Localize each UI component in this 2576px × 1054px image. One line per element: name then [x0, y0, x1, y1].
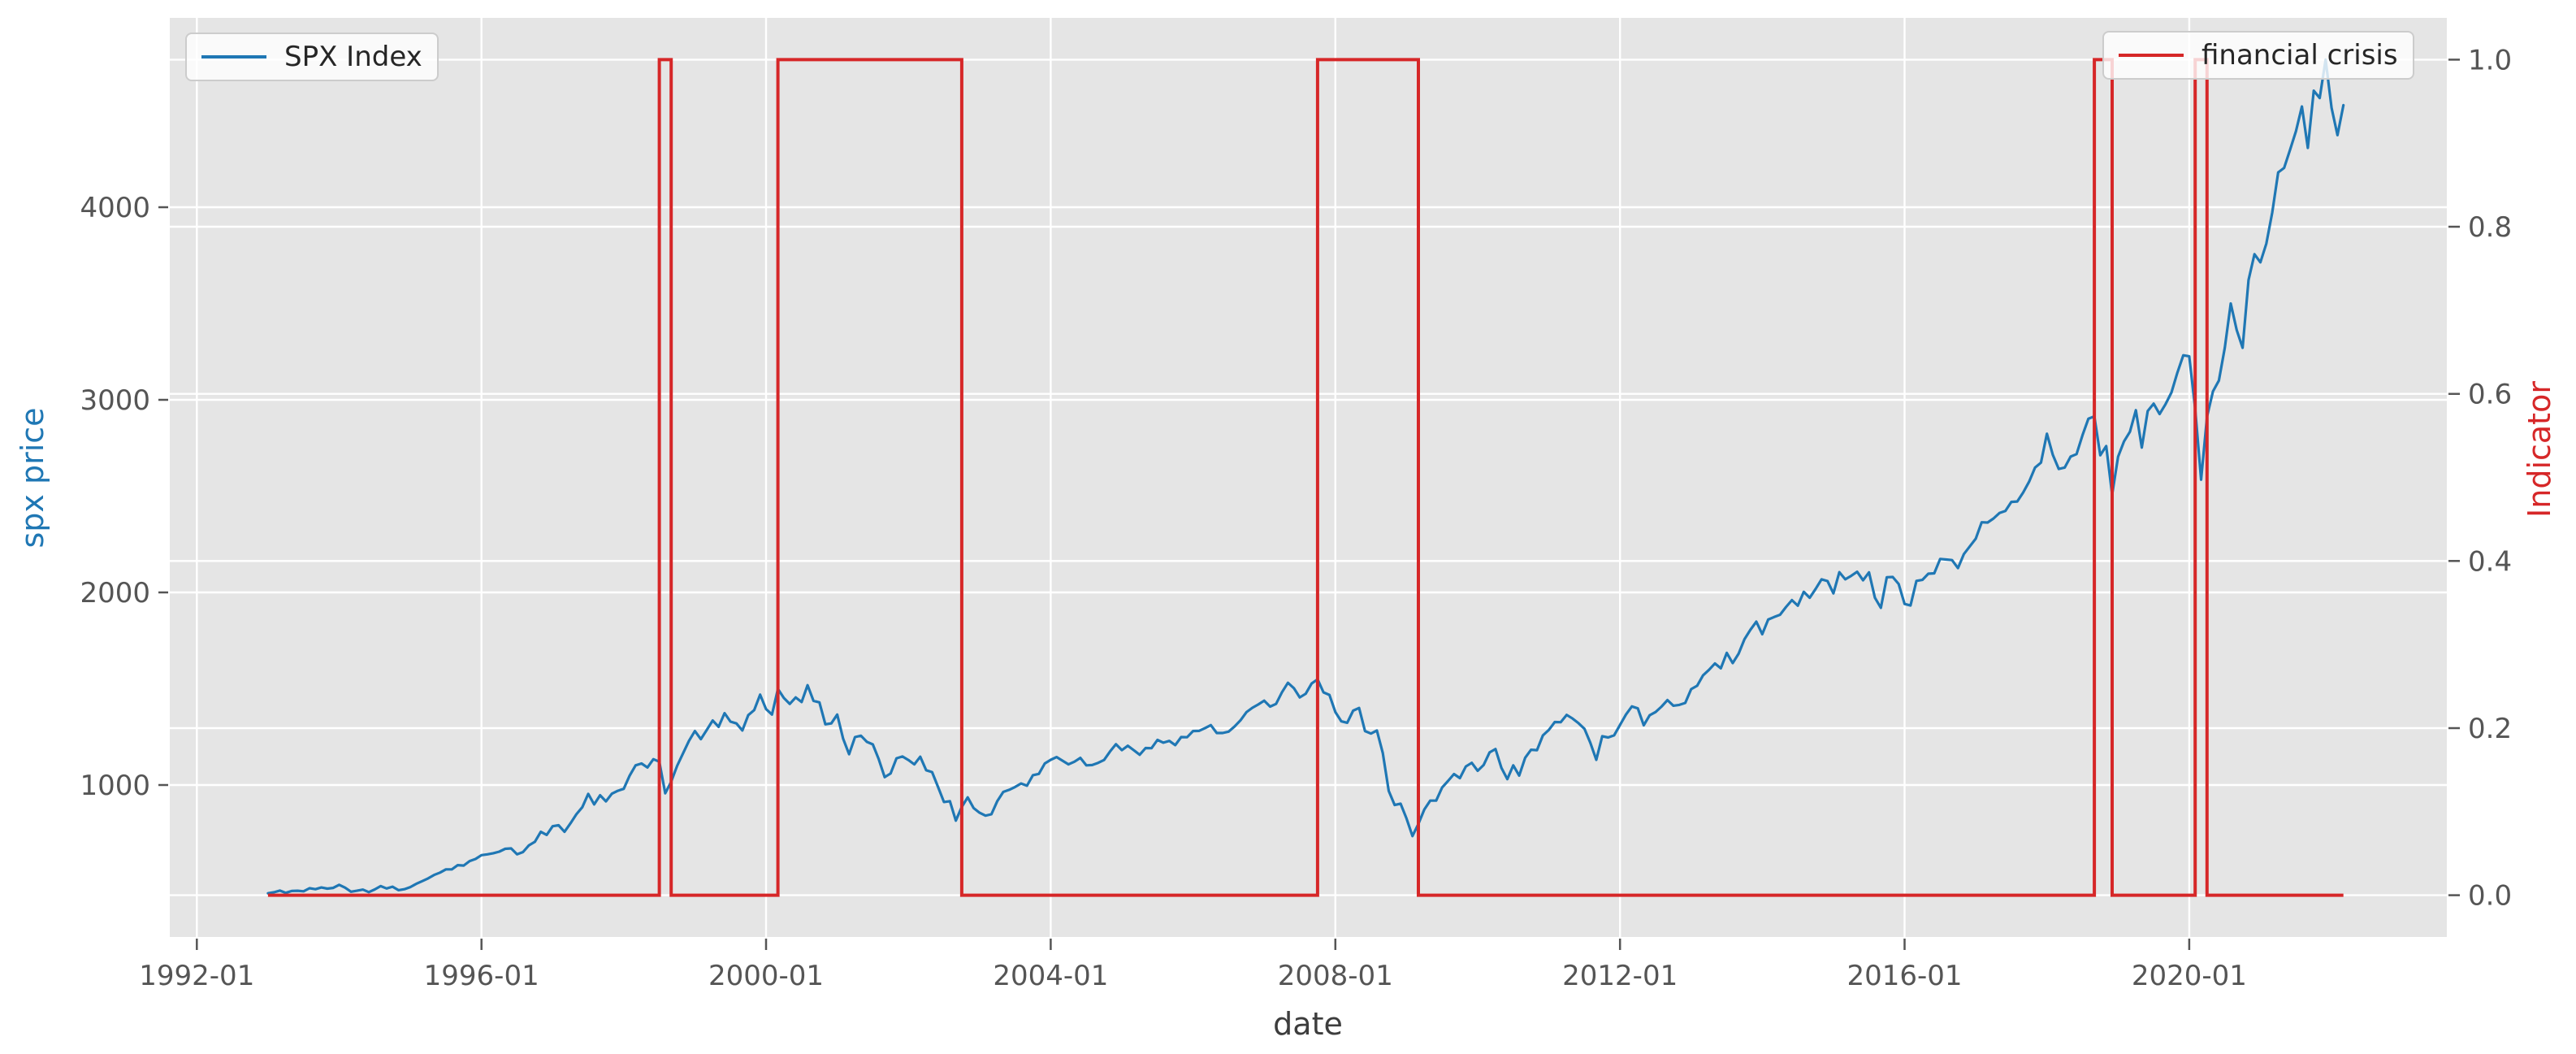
y-tick-label-right: 0.2 — [2468, 713, 2512, 745]
y-tick-label-right: 0.8 — [2468, 211, 2512, 244]
x-tick-label: 2020-01 — [2132, 960, 2247, 992]
y-axis-label-left: spx price — [15, 407, 50, 549]
x-tick-label: 1992-01 — [139, 960, 254, 992]
legend-crisis: financial crisis — [2102, 31, 2414, 80]
spx-line-swatch — [201, 55, 266, 59]
crisis-line-swatch — [2119, 54, 2184, 57]
y-tick-label-left: 3000 — [80, 384, 150, 417]
plot-background — [170, 18, 2447, 937]
y-tick-label-right: 0.0 — [2468, 880, 2512, 913]
legend-spx-label: SPX Index — [284, 41, 422, 73]
y-axis-label-right: Indicator — [2522, 381, 2557, 518]
legend-crisis-label: financial crisis — [2202, 39, 2398, 72]
financial-crisis-indicator-line — [267, 58, 2344, 897]
x-tick-label: 2016-01 — [1846, 960, 1962, 992]
y-tick-label-left: 4000 — [80, 192, 150, 224]
y-tick-label-left: 2000 — [80, 577, 150, 609]
y-tick-label-right: 0.6 — [2468, 379, 2512, 411]
y-tick-label-left: 1000 — [80, 770, 150, 802]
y-tick-label-right: 1.0 — [2468, 44, 2512, 76]
spx-price-line — [266, 58, 2345, 895]
y-tick-label-right: 0.4 — [2468, 545, 2512, 578]
x-tick-label: 1996-01 — [424, 960, 539, 992]
x-tick-label: 2012-01 — [1562, 960, 1678, 992]
x-tick-label: 2004-01 — [993, 960, 1108, 992]
x-tick-label: 2008-01 — [1278, 960, 1393, 992]
legend-spx: SPX Index — [185, 33, 439, 81]
x-tick-label: 2000-01 — [708, 960, 824, 992]
x-axis-label: date — [1273, 1006, 1343, 1042]
